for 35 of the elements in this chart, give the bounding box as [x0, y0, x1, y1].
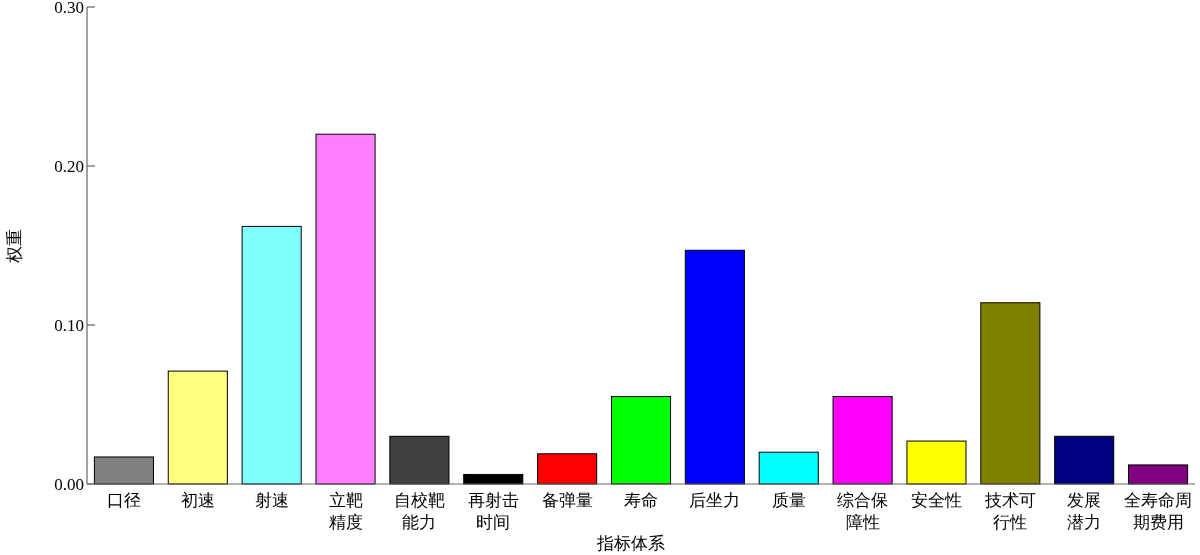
bar: [610, 396, 672, 485]
x-tick-label: 技术可行性: [983, 491, 1036, 532]
bar: [758, 451, 819, 485]
bar: [537, 453, 598, 485]
bar: [389, 435, 450, 485]
x-tick-label: 再射击时间: [467, 491, 519, 532]
x-tick-label: 射速: [254, 491, 289, 510]
x-tick-label: 备弹量: [541, 491, 593, 510]
y-tick-label: 0.30: [54, 0, 84, 17]
x-tick-label: 后坐力: [689, 491, 741, 510]
y-tick-label: 0.00: [54, 475, 84, 494]
bar: [241, 225, 302, 485]
x-tick-label: 发展潜力: [1067, 491, 1102, 532]
y-tick-label: 0.20: [54, 157, 84, 176]
x-tick-label: 初速: [180, 491, 215, 510]
x-axis-title: 指标体系: [596, 534, 665, 553]
bar: [980, 302, 1041, 485]
y-axis-title: 权重: [5, 228, 24, 264]
bar: [832, 396, 893, 485]
bar: [906, 440, 967, 485]
y-tick-label: 0.10: [54, 316, 84, 335]
x-tick-label: 立靶精度: [328, 491, 363, 532]
bar: [167, 370, 228, 485]
x-tick-label: 自校靶能力: [393, 491, 445, 532]
x-tick-label: 安全性: [910, 491, 962, 510]
x-tick-label: 质量: [771, 491, 806, 510]
bar: [93, 456, 154, 485]
bar: [315, 133, 376, 485]
bar: [684, 249, 745, 485]
x-tick-label: 综合保障性: [837, 491, 889, 532]
bar: [1128, 464, 1189, 485]
x-tick-label: 寿命: [624, 491, 658, 510]
x-tick-label: 口径: [106, 491, 141, 510]
bar: [1054, 435, 1115, 485]
x-tick-label: 全寿命周期费用: [1124, 491, 1193, 532]
